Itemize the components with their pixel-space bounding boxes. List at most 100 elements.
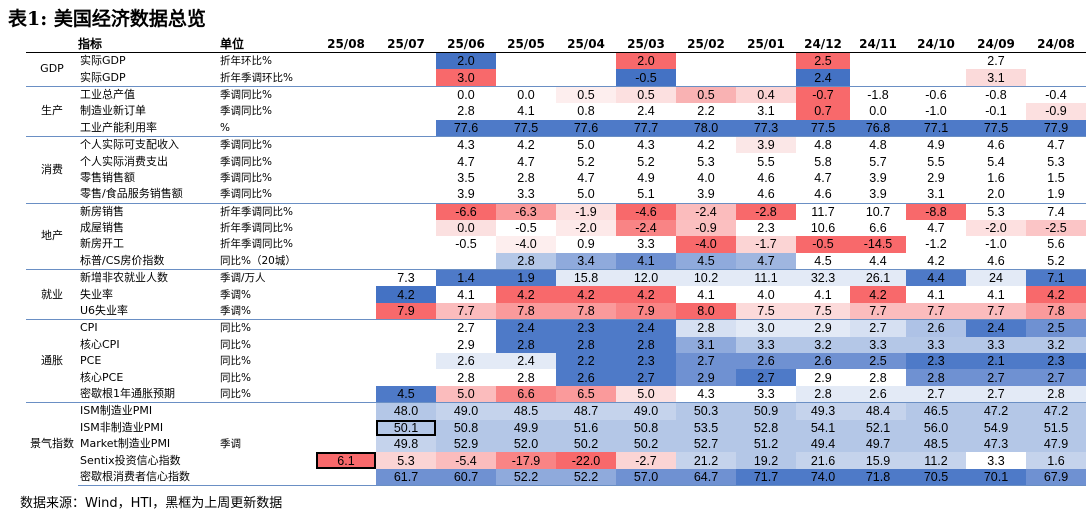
header-month: 25/03 [616,36,676,53]
table-header: 指标 单位 25/08 25/07 25/06 25/05 25/04 25/03 25/0… [26,36,1086,53]
value-cell: 52.0 [496,435,556,453]
value-cell: 3.3 [616,236,676,253]
indicator-unit: 季调同比% [220,155,272,168]
indicator-name: ISM制造业PMI [78,402,220,420]
value-cell: 52.9 [436,435,496,453]
indicator-name: 个人实际可支配收入 [78,135,220,154]
value-cell: 54.9 [966,419,1026,436]
value-cell: 61.7 [376,468,436,487]
value-cell: 0.5 [616,85,676,104]
value-cell: -1.0 [966,236,1026,253]
value-cell: 2.2 [676,103,736,120]
value-cell: -1.8 [850,85,906,104]
value-cell: 48.4 [850,402,906,420]
value-cell: 2.6 [796,353,850,370]
value-cell [556,69,616,86]
table-row: 核心PCE 同比% 2.8 2.8 2.6 2.7 2.9 2.7 2.9 2.8 2.8 2.7 2.… [26,369,1086,386]
value-cell: 4.2 [496,286,556,303]
indicator-name: 成屋销售 [80,221,124,235]
value-cell: 49.3 [796,402,850,420]
table-row: 失业率 季调% 4.2 4.1 4.2 4.2 4.2 4.1 4.0 4.1 4.2 4.1 4.1 4… [26,286,1086,303]
value-cell: 49.4 [796,435,850,453]
value-cell: 0.0 [436,219,496,237]
value-cell: -4.6 [616,202,676,220]
value-cell [316,253,376,270]
category-label: 通胀 [26,319,78,403]
value-cell: 0.8 [556,103,616,120]
value-cell: 32.3 [796,269,850,287]
indicator-name: ISM非制造业PMI [80,420,164,434]
value-cell: 4.7 [906,219,966,237]
value-cell [1026,52,1086,70]
value-cell: 4.3 [436,135,496,154]
table-row: ISM非制造业PMI 50.1 50.8 49.9 51.6 50.8 53.5 52.8 54… [26,419,1086,436]
value-cell: 71.8 [850,468,906,487]
table-row: 成屋销售 折年季调同比% 0.0 -0.5 -2.0 -2.4 -0.9 2.3 10.6 6.6… [26,219,1086,237]
value-cell [316,220,376,236]
value-cell: -0.6 [906,85,966,104]
value-cell: 7.5 [796,302,850,320]
indicator-unit: 季调% [220,288,251,301]
table-row: U6失业率 季调% 7.9 7.7 7.8 7.8 7.9 8.0 7.5 7.5 7.7 7.7 7.… [26,302,1086,320]
indicator-name: Market制造业PMI [80,437,171,451]
value-cell [676,69,736,86]
value-cell: 2.6 [556,369,616,386]
value-cell: 6.1 [316,452,376,469]
value-cell: 2.4 [496,319,556,337]
value-cell: -0.7 [796,85,850,104]
value-cell: 4.2 [496,135,556,154]
value-cell [376,369,436,385]
value-cell [316,103,376,119]
value-cell: 4.8 [850,135,906,154]
value-cell: 57.0 [616,468,676,487]
value-cell: 3.1 [906,186,966,204]
value-cell: 7.8 [556,302,616,320]
value-cell: -0.5 [616,69,676,87]
value-cell: 71.7 [736,468,796,487]
value-cell [316,85,376,104]
value-cell [316,436,376,452]
value-cell: -2.0 [966,219,1026,237]
value-cell: 15.9 [850,452,906,469]
value-cell: 3.9 [850,169,906,187]
value-cell [376,202,436,220]
value-cell: 5.0 [556,135,616,154]
value-cell: 77.3 [736,119,796,137]
value-cell: 4.1 [796,286,850,303]
indicator-unit: 同比% [220,338,251,351]
value-cell: 4.5 [376,385,436,403]
table-row: 生产 工业总产值 季调同比% 0.0 0.0 0.5 0.5 0.5 0.4 -0.7 -1.8 -0… [26,85,1086,137]
value-cell: 4.7 [1026,135,1086,154]
value-cell [376,120,436,137]
value-cell: -6.3 [496,202,556,220]
value-cell: 1.4 [436,269,496,287]
value-cell [1026,69,1086,86]
value-cell: 4.2 [556,286,616,303]
indicator-unit: 季调同比% [220,135,316,154]
value-cell: 2.5 [796,52,850,70]
value-cell: 2.4 [796,69,850,87]
table-row: Market制造业PMI 季调 49.8 52.9 52.0 50.2 50.2 52.7 51… [26,435,1086,453]
value-cell: 11.1 [736,269,796,287]
value-cell [850,69,906,86]
value-cell: 5.2 [1026,252,1086,270]
indicator-name: 密歇根1年通胀预期 [80,387,175,400]
value-cell: 48.5 [496,402,556,420]
value-cell: 0.0 [496,85,556,104]
value-cell: 3.3 [906,336,966,354]
value-cell [376,153,436,169]
value-cell: 7.5 [736,302,796,320]
value-cell: 7.7 [906,302,966,320]
value-cell [316,386,376,403]
table-row: 密歇根消费者信心指数 61.7 60.7 52.2 52.2 57.0 64.7 71.7 74… [26,468,1086,487]
value-cell: -0.5 [496,219,556,237]
value-cell: -1.9 [556,202,616,220]
indicator-name: 新增非农就业人数 [78,269,220,287]
value-cell: 1.9 [1026,186,1086,204]
value-cell: 4.6 [736,169,796,187]
value-cell [906,69,966,86]
value-cell: -6.6 [436,202,496,220]
value-cell: 2.0 [436,52,496,70]
value-cell: 5.3 [1026,153,1086,170]
table-row: 实际GDP 折年季调环比% 3.0 -0.5 2.4 3.1 [26,69,1086,87]
